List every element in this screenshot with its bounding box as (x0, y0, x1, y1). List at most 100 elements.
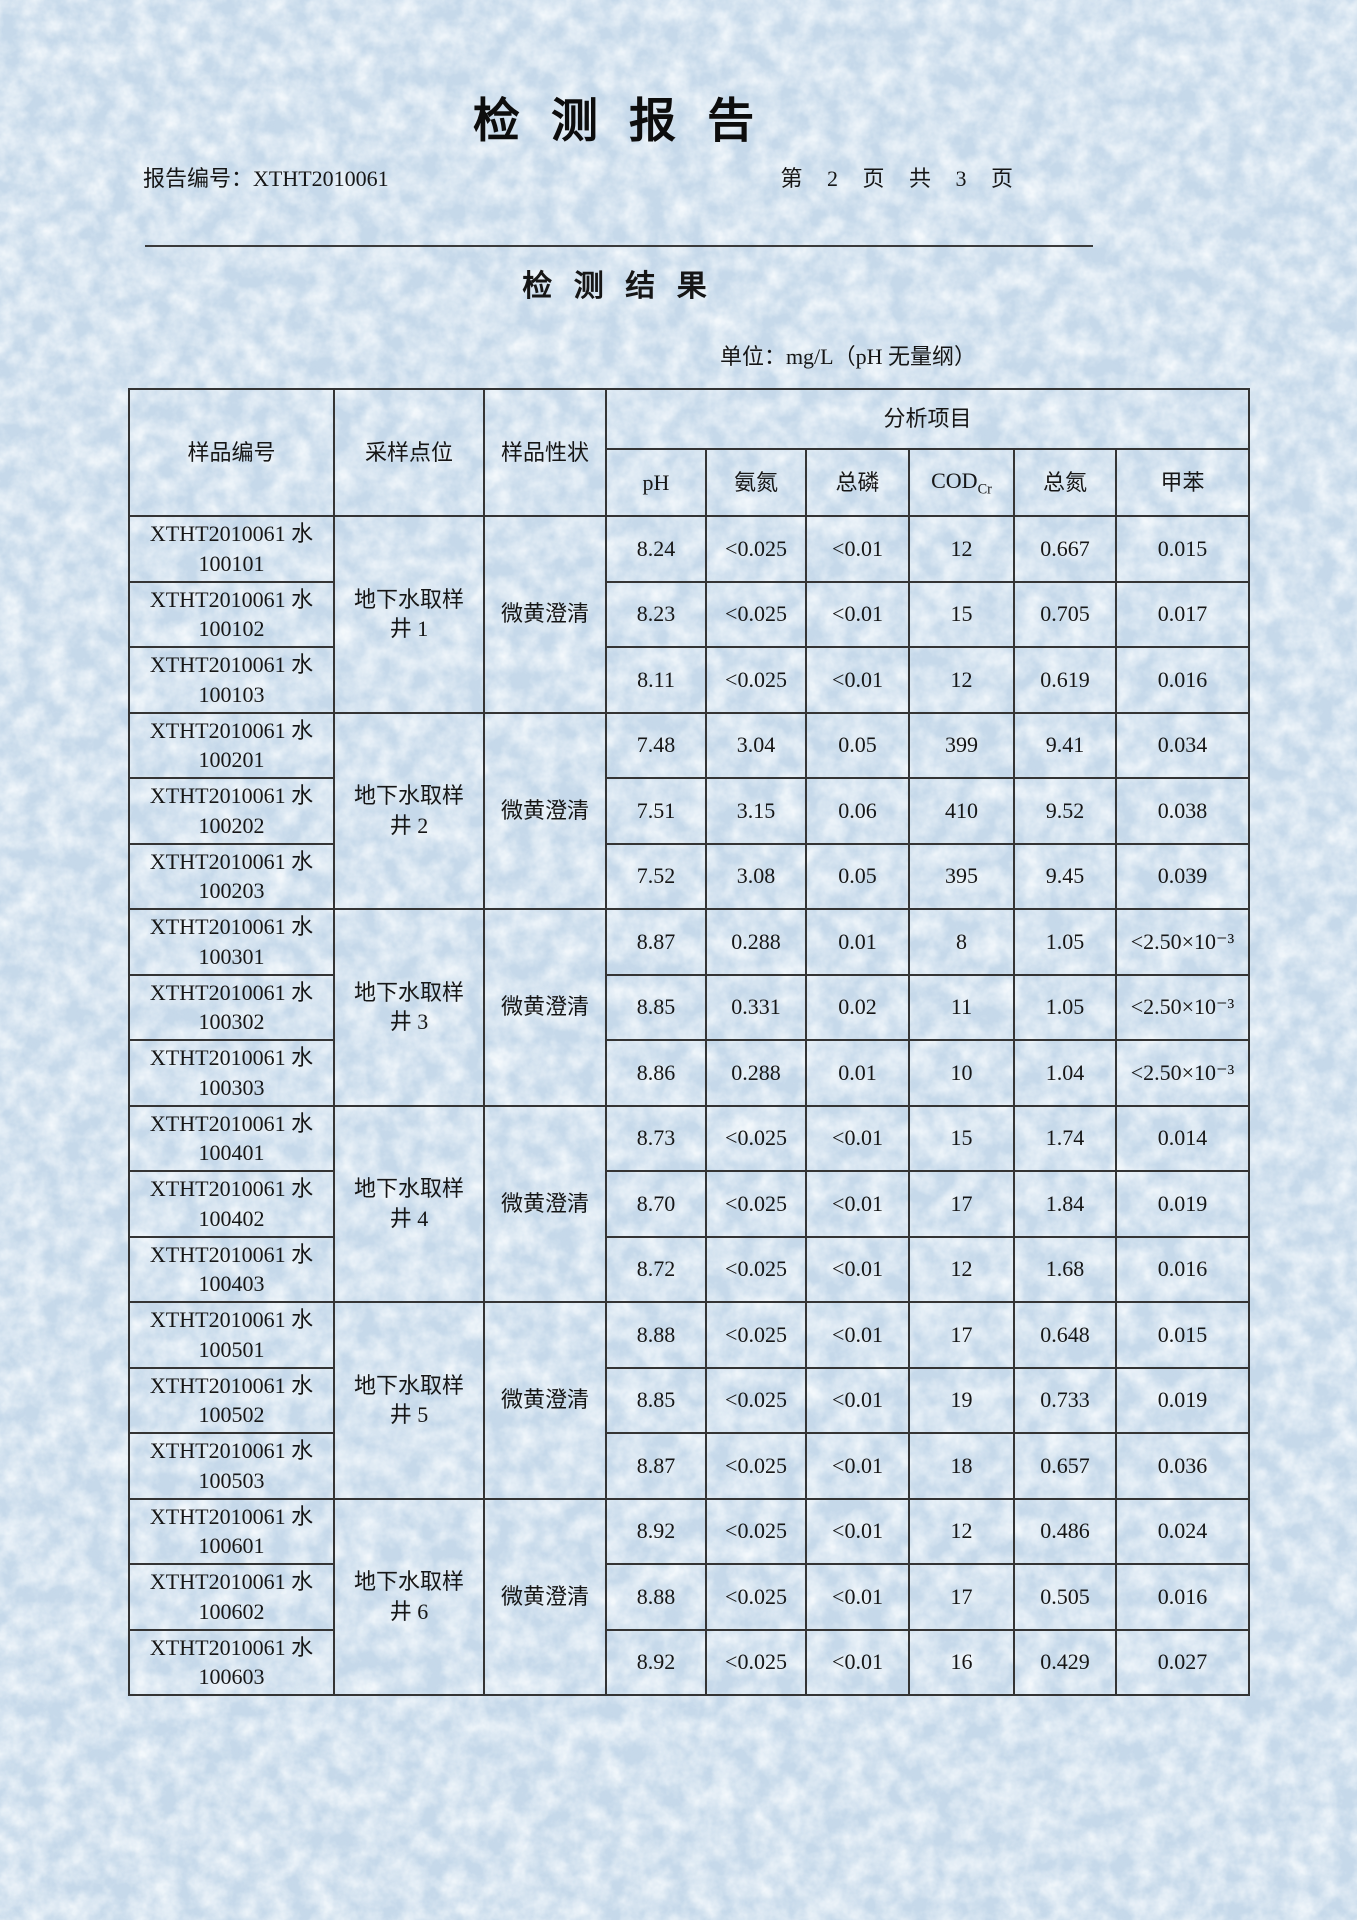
sample-id-cell: XTHT2010061 水 100603 (128, 1628, 335, 1696)
sample-id-cell: XTHT2010061 水 100503 (128, 1432, 335, 1500)
value-cell: 1.05 (1013, 908, 1117, 976)
sample-character-cell: 微黄澄清 (483, 515, 607, 714)
value-cell: 8.87 (605, 908, 707, 976)
table-row: XTHT2010061 水 100202 7.51 3.15 0.06 410 9.52 0… (128, 777, 1251, 845)
sampling-point-cell: 地下水取样 井 3 (333, 908, 485, 1107)
value-cell: 12 (908, 515, 1015, 583)
analysis-item-header: CODCr (908, 448, 1015, 517)
value-cell: 0.288 (705, 908, 807, 976)
value-cell: <0.025 (705, 580, 807, 648)
sample-character-cell: 微黄澄清 (483, 711, 607, 910)
table-row: XTHT2010061 水 100602 8.88 <0.025 <0.01 17 0.5… (128, 1563, 1251, 1631)
value-cell: 11 (908, 973, 1015, 1041)
value-cell: 1.84 (1013, 1170, 1117, 1238)
value-cell: 0.619 (1013, 646, 1117, 714)
sample-id-cell: XTHT2010061 水 100402 (128, 1170, 335, 1238)
report-number-label: 报告编号： (143, 166, 254, 191)
value-cell: 0.016 (1114, 1563, 1251, 1631)
sampling-point-cell: 地下水取样 井 6 (333, 1497, 485, 1696)
value-cell: <0.01 (805, 1432, 910, 1500)
value-cell: 8.23 (605, 580, 707, 648)
value-cell: 0.015 (1114, 1301, 1251, 1369)
value-cell: <0.025 (705, 646, 807, 714)
value-cell: <0.01 (805, 1497, 910, 1565)
value-cell: 8.88 (605, 1301, 707, 1369)
sampling-point-cell: 地下水取样 井 2 (333, 711, 485, 910)
value-cell: <0.01 (805, 646, 910, 714)
value-cell: <0.01 (805, 1170, 910, 1238)
value-cell: 15 (908, 1104, 1015, 1172)
value-cell: <2.50×10⁻³ (1114, 973, 1251, 1041)
value-cell: 8.72 (605, 1235, 707, 1303)
value-cell: 0.027 (1114, 1628, 1251, 1696)
value-cell: 8.87 (605, 1432, 707, 1500)
report-page: 检 测 报 告 报告编号：XTHT2010061 第 2 页 共 3 页 检 测… (128, 94, 1251, 1696)
value-cell: <0.01 (805, 1563, 910, 1631)
value-cell: 1.05 (1013, 973, 1117, 1041)
value-cell: 399 (908, 711, 1015, 779)
value-cell: 9.41 (1013, 711, 1117, 779)
value-cell: <0.025 (705, 1497, 807, 1565)
table-row: XTHT2010061 水 100603 8.92 <0.025 <0.01 16 0.4… (128, 1628, 1251, 1696)
value-cell: 17 (908, 1301, 1015, 1369)
results-table-body: XTHT2010061 水 100101 地下水取样 井 1 微黄澄清 8.24 <0.… (128, 515, 1251, 1696)
column-header-sample-id: 样品编号 (128, 388, 335, 517)
table-row: XTHT2010061 水 100302 8.85 0.331 0.02 11 1.05 <… (128, 973, 1251, 1041)
value-cell: <0.025 (705, 1563, 807, 1631)
value-cell: 0.429 (1013, 1628, 1117, 1696)
sample-id-cell: XTHT2010061 水 100301 (128, 908, 335, 976)
value-cell: 0.02 (805, 973, 910, 1041)
value-cell: 17 (908, 1563, 1015, 1631)
report-number: 报告编号：XTHT2010061 (143, 161, 389, 193)
table-header-row-1: 样品编号 采样点位 样品性状 分析项目 (128, 388, 1251, 517)
value-cell: 0.014 (1114, 1104, 1251, 1172)
value-cell: <0.01 (805, 1366, 910, 1434)
sample-id-cell: XTHT2010061 水 100302 (128, 973, 335, 1041)
sample-id-cell: XTHT2010061 水 100303 (128, 1039, 335, 1107)
sample-id-cell: XTHT2010061 水 100602 (128, 1563, 335, 1631)
value-cell: 0.01 (805, 1039, 910, 1107)
value-cell: 0.06 (805, 777, 910, 845)
value-cell: 7.51 (605, 777, 707, 845)
table-row: XTHT2010061 水 100401 地下水取样 井 4 微黄澄清 8.73 <0.… (128, 1104, 1251, 1303)
analysis-items-row: pH 氨氮 总磷 CODCr 总氮 甲苯 (129, 448, 1251, 517)
value-cell: 3.08 (705, 842, 807, 910)
value-cell: 12 (908, 646, 1015, 714)
table-row: XTHT2010061 水 100101 地下水取样 井 1 微黄澄清 8.24 <0.… (128, 515, 1251, 714)
results-table-head: 样品编号 采样点位 样品性状 分析项目 pH 氨氮 总磷 CODCr 总氮 甲苯 (128, 388, 1251, 517)
column-header-sampling-point: 采样点位 (333, 388, 485, 517)
value-cell: 18 (908, 1432, 1015, 1500)
value-cell: 0.036 (1114, 1432, 1251, 1500)
sampling-point-cell: 地下水取样 井 4 (333, 1104, 485, 1303)
sampling-point-cell: 地下水取样 井 5 (333, 1301, 485, 1500)
value-cell: 0.288 (705, 1039, 807, 1107)
sample-id-cell: XTHT2010061 水 100201 (128, 711, 335, 779)
analysis-item-header: 氨氮 (705, 448, 807, 517)
analysis-item-header: pH (605, 448, 707, 517)
table-row: XTHT2010061 水 100402 8.70 <0.025 <0.01 17 1.8… (128, 1170, 1251, 1238)
sample-id-cell: XTHT2010061 水 100101 (128, 515, 335, 583)
value-cell: 0.667 (1013, 515, 1117, 583)
value-cell: 8.70 (605, 1170, 707, 1238)
value-cell: <0.025 (705, 1628, 807, 1696)
value-cell: 3.15 (705, 777, 807, 845)
table-row: XTHT2010061 水 100403 8.72 <0.025 <0.01 12 1.6… (128, 1235, 1251, 1303)
value-cell: 0.331 (705, 973, 807, 1041)
table-row: XTHT2010061 水 100201 地下水取样 井 2 微黄澄清 7.48 3.0… (128, 711, 1251, 910)
value-cell: 0.024 (1114, 1497, 1251, 1565)
value-cell: 8.24 (605, 515, 707, 583)
value-cell: 8.92 (605, 1497, 707, 1565)
report-meta-row: 报告编号：XTHT2010061 第 2 页 共 3 页 (143, 161, 1093, 193)
table-row: XTHT2010061 水 100303 8.86 0.288 0.01 10 1.04 <… (128, 1039, 1251, 1107)
sample-id-cell: XTHT2010061 水 100401 (128, 1104, 335, 1172)
sampling-point-cell: 地下水取样 井 1 (333, 515, 485, 714)
value-cell: 1.74 (1013, 1104, 1117, 1172)
value-cell: <0.01 (805, 1628, 910, 1696)
value-cell: <0.025 (705, 1301, 807, 1369)
table-row: XTHT2010061 水 100502 8.85 <0.025 <0.01 19 0.7… (128, 1366, 1251, 1434)
analysis-item-header: 总磷 (805, 448, 910, 517)
sample-character-cell: 微黄澄清 (483, 908, 607, 1107)
table-row: XTHT2010061 水 100601 地下水取样 井 6 微黄澄清 8.92 <0.… (128, 1497, 1251, 1696)
value-cell: 0.015 (1114, 515, 1251, 583)
value-cell: 7.48 (605, 711, 707, 779)
